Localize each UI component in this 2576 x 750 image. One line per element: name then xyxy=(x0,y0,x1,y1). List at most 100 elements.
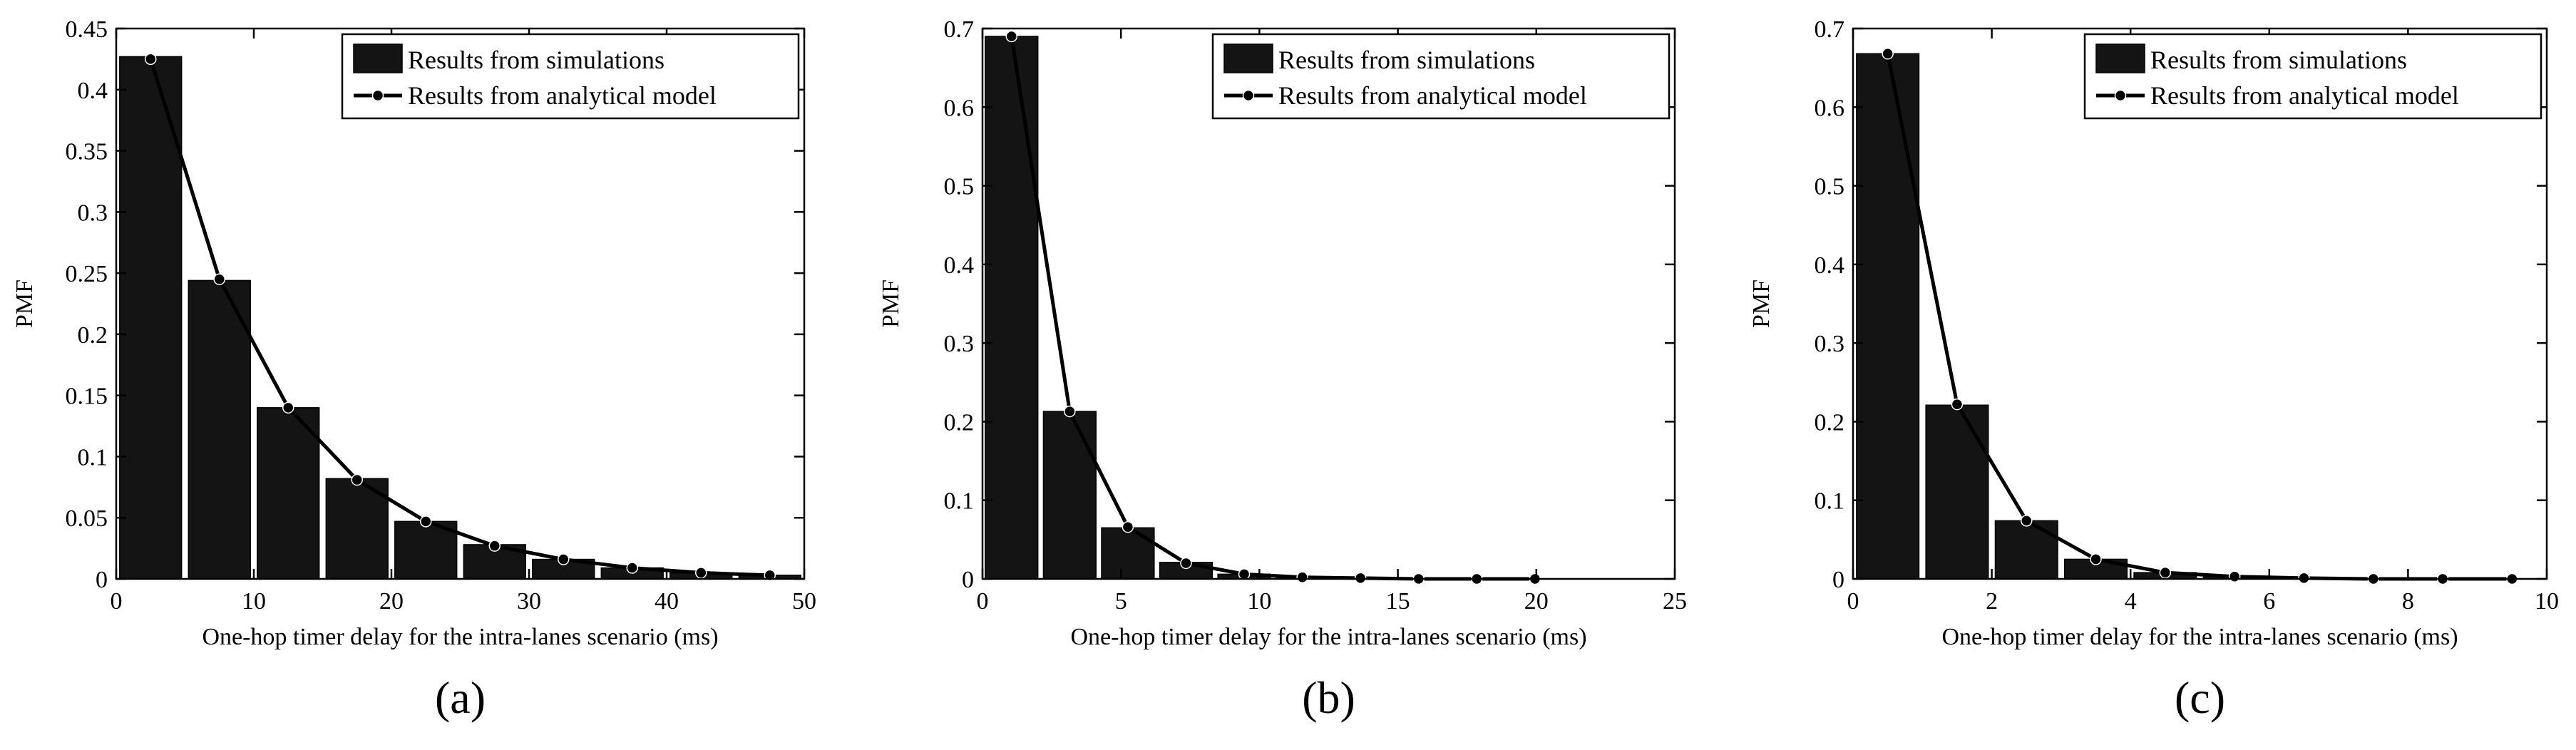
panel-caption: (b) xyxy=(1302,672,1355,723)
x-tick-label-5: 8 xyxy=(2402,588,2414,615)
x-tick-label-6: 10 xyxy=(2535,588,2559,615)
x-tick-label-6: 25 xyxy=(1663,588,1687,615)
y-tick-label-1: 0 xyxy=(962,567,974,593)
y-axis-label: PMF xyxy=(1748,279,1775,328)
y-tick-label-3: 0.2 xyxy=(944,409,975,436)
bar-3 xyxy=(257,407,320,580)
x-tick-label-3: 10 xyxy=(1247,588,1271,615)
legend-label-simulations: Results from simulations xyxy=(408,46,664,74)
x-tick-label-1: 0 xyxy=(977,588,989,615)
y-tick-label-3: 0.2 xyxy=(1815,409,1845,436)
x-tick-label-2: 2 xyxy=(1986,588,1998,615)
y-tick-label-7: 0.3 xyxy=(78,200,108,226)
axes-box xyxy=(1852,27,2548,580)
y-tick-label-3: 0.1 xyxy=(78,444,108,471)
line-point-2 xyxy=(1951,398,1964,411)
y-axis-label: PMF xyxy=(878,279,904,328)
x-tick-label-2: 10 xyxy=(242,588,266,615)
y-tick-label-1: 0 xyxy=(96,567,108,593)
x-tick-label-3: 4 xyxy=(2125,588,2137,615)
y-tick-label-7: 0.6 xyxy=(1815,95,1845,121)
bar-3 xyxy=(1101,527,1155,580)
x-axis-label: One-hop timer delay for the intra-lanes … xyxy=(1070,624,1586,650)
x-tick-label-6: 50 xyxy=(792,588,816,615)
line-point-2 xyxy=(1064,405,1076,418)
line-point-2 xyxy=(213,273,225,285)
line-point-3 xyxy=(282,401,294,414)
x-tick-label-3: 20 xyxy=(379,588,404,615)
axes-box xyxy=(981,27,1676,580)
y-tick-label-1: 0 xyxy=(1832,567,1844,593)
x-tick-label-2: 5 xyxy=(1115,588,1127,615)
legend-swatch-marker xyxy=(371,89,384,102)
legend-box xyxy=(1211,33,1671,120)
y-tick-label-5: 0.2 xyxy=(78,322,108,349)
legend-box xyxy=(341,33,800,120)
y-tick-label-8: 0.7 xyxy=(944,16,975,43)
legend-swatch-marker xyxy=(1242,89,1255,102)
y-tick-label-2: 0.05 xyxy=(66,505,108,532)
bar-2 xyxy=(188,279,251,580)
plot-area xyxy=(982,29,1675,579)
bar-1 xyxy=(119,56,183,580)
chart-panel-3: 0 2 4 6 8 10 0 0.1 0.2 0.3 0.4 0.5 0.6 0.7 One-hop tim… xyxy=(1748,16,2559,723)
x-tick-label-5: 40 xyxy=(655,588,679,615)
x-tick-label-4: 30 xyxy=(517,588,541,615)
legend-swatch-bar xyxy=(2095,43,2145,73)
line-point-7 xyxy=(558,553,570,565)
line-point-4 xyxy=(2090,553,2102,565)
x-axis-label: One-hop timer delay for the intra-lanes … xyxy=(202,624,718,650)
y-tick-label-2: 0.1 xyxy=(1815,488,1845,515)
line-point-4 xyxy=(351,473,363,486)
line-point-5 xyxy=(420,515,432,528)
y-tick-label-4: 0.3 xyxy=(944,331,975,357)
bar-2 xyxy=(1925,404,1989,580)
legend-label-analytical: Results from analytical model xyxy=(408,81,717,110)
x-axis-label: One-hop timer delay for the intra-lanes … xyxy=(1941,624,2458,650)
legend-swatch-bar xyxy=(1223,43,1273,73)
bar-1 xyxy=(1856,53,1920,580)
legend: Results from simulations Results from ana… xyxy=(341,33,800,120)
y-tick-label-4: 0.15 xyxy=(66,384,108,410)
y-tick-label-5: 0.4 xyxy=(1815,252,1845,279)
x-tick-label-1: 0 xyxy=(111,588,123,615)
chart-panel-2: 0 5 10 15 20 25 0 0.1 0.2 0.3 0.4 0.5 0.6 0.7 One-hop … xyxy=(878,16,1687,723)
y-tick-label-2: 0.1 xyxy=(944,488,975,515)
legend-label-analytical: Results from analytical model xyxy=(2150,81,2459,110)
x-tick-label-4: 15 xyxy=(1386,588,1410,615)
bar-3 xyxy=(1994,520,2058,580)
line-point-6 xyxy=(488,540,501,552)
y-tick-label-8: 0.35 xyxy=(66,139,108,165)
legend-label-simulations: Results from simulations xyxy=(1278,46,1535,74)
x-tick-label-5: 20 xyxy=(1524,588,1549,615)
line-point-1 xyxy=(1005,30,1018,43)
line-point-5 xyxy=(2159,566,2172,579)
y-tick-label-10: 0.45 xyxy=(66,16,108,43)
line-point-8 xyxy=(626,562,638,574)
line-point-10 xyxy=(764,569,776,582)
y-tick-label-9: 0.4 xyxy=(78,78,108,104)
legend: Results from simulations Results from ana… xyxy=(1211,33,1671,120)
y-tick-label-4: 0.3 xyxy=(1815,331,1845,357)
axes-box xyxy=(115,27,806,580)
x-tick-label-4: 6 xyxy=(2263,588,2275,615)
line-point-6 xyxy=(2228,570,2241,582)
y-axis-label: PMF xyxy=(11,279,38,328)
y-tick-label-6: 0.5 xyxy=(944,174,975,200)
bar-4 xyxy=(325,478,389,580)
y-tick-label-8: 0.7 xyxy=(1815,16,1845,43)
y-tick-label-6: 0.5 xyxy=(1815,174,1845,200)
line-point-6 xyxy=(1296,571,1308,584)
legend-swatch-bar xyxy=(353,43,403,73)
line-point-9 xyxy=(695,567,707,579)
legend-box xyxy=(2083,33,2542,120)
legend: Results from simulations Results from ana… xyxy=(2083,33,2542,120)
line-point-1 xyxy=(1882,48,1894,60)
panel-caption: (c) xyxy=(2175,672,2225,723)
legend-swatch-marker xyxy=(2114,89,2127,102)
line-point-4 xyxy=(1180,557,1192,570)
panel-caption: (a) xyxy=(435,672,486,723)
line-point-3 xyxy=(1122,520,1134,533)
y-tick-label-6: 0.25 xyxy=(66,261,108,287)
